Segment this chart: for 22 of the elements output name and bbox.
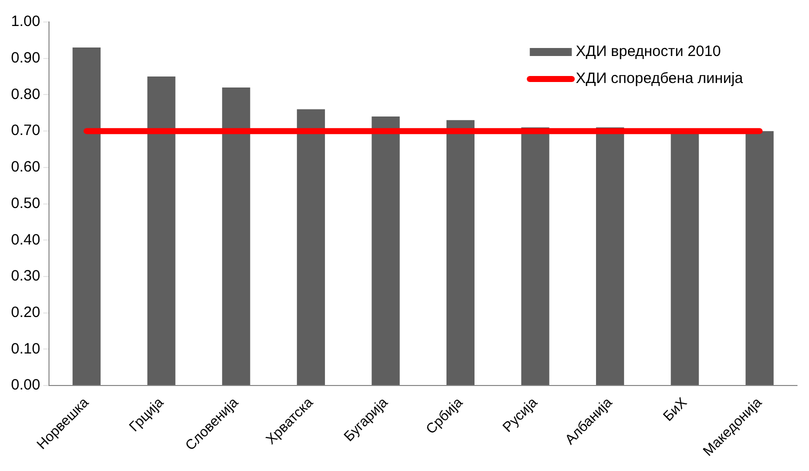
- legend-label: ХДИ споредбена линија: [576, 70, 744, 88]
- bar: [372, 116, 400, 386]
- bar: [746, 131, 774, 386]
- bar: [596, 127, 624, 386]
- legend-label: ХДИ вредности 2010: [576, 43, 721, 60]
- bar: [222, 87, 250, 386]
- y-tick-label: 0.50: [10, 194, 40, 212]
- y-tick-label: 0.20: [10, 304, 40, 321]
- bar: [296, 109, 325, 386]
- y-tick-label: 0.30: [10, 268, 40, 285]
- bar: [72, 47, 101, 386]
- y-tick-label: 0.90: [10, 49, 40, 66]
- y-tick-label: 0.00: [10, 376, 40, 394]
- y-tick-label: 0.70: [10, 122, 40, 140]
- y-tick-label: 0.60: [10, 158, 40, 176]
- y-tick-label: 0.10: [10, 340, 40, 358]
- y-tick-label: 0.80: [10, 86, 40, 103]
- bar: [446, 120, 475, 386]
- bar: [147, 76, 176, 386]
- y-tick-label: 1.00: [10, 13, 40, 30]
- y-tick-label: 0.40: [10, 231, 40, 248]
- bar: [521, 127, 550, 386]
